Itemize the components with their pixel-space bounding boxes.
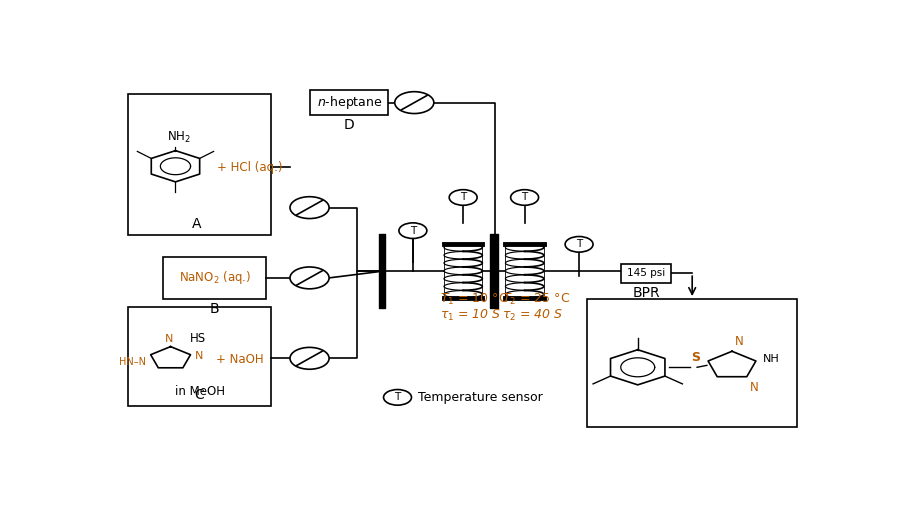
Text: T: T <box>395 392 401 403</box>
Circle shape <box>290 197 329 219</box>
Circle shape <box>395 92 434 114</box>
Text: $\tau_1$ = 10 S: $\tau_1$ = 10 S <box>441 308 502 323</box>
Text: N: N <box>751 381 759 393</box>
Circle shape <box>565 236 593 252</box>
Text: B: B <box>210 302 219 316</box>
Text: in MeOH: in MeOH <box>175 385 224 398</box>
Text: 145 psi: 145 psi <box>627 268 665 278</box>
Circle shape <box>290 347 329 369</box>
Text: C: C <box>195 388 205 403</box>
Text: T: T <box>576 239 582 249</box>
Text: N: N <box>195 350 204 360</box>
Text: NaNO$_2$ (aq.): NaNO$_2$ (aq.) <box>178 269 250 286</box>
Text: Temperature sensor: Temperature sensor <box>418 391 543 404</box>
Text: D: D <box>344 118 355 132</box>
Circle shape <box>511 190 539 205</box>
Text: N: N <box>165 334 173 344</box>
Circle shape <box>290 267 329 289</box>
Text: HN–N: HN–N <box>119 357 146 367</box>
Circle shape <box>384 389 412 405</box>
Text: $\tau_2$ = 40 S: $\tau_2$ = 40 S <box>502 308 563 323</box>
FancyBboxPatch shape <box>163 257 267 299</box>
Text: NH$_2$: NH$_2$ <box>167 130 191 145</box>
FancyBboxPatch shape <box>310 90 388 115</box>
Text: N: N <box>735 335 743 348</box>
FancyBboxPatch shape <box>621 264 671 282</box>
Bar <box>502 243 547 298</box>
FancyBboxPatch shape <box>587 299 796 427</box>
Text: NH: NH <box>763 354 779 364</box>
Text: $T_2$ = 25 °C: $T_2$ = 25 °C <box>502 293 570 307</box>
Text: BPR: BPR <box>633 286 660 300</box>
Text: + HCl (aq.): + HCl (aq.) <box>217 161 283 173</box>
Bar <box>441 243 486 298</box>
Text: $n$-heptane: $n$-heptane <box>316 94 382 111</box>
Circle shape <box>399 223 427 238</box>
FancyBboxPatch shape <box>128 94 271 235</box>
Text: A: A <box>192 216 201 231</box>
Text: HS: HS <box>190 332 206 345</box>
Text: T: T <box>460 193 467 202</box>
Circle shape <box>450 190 478 205</box>
Text: + NaOH: + NaOH <box>216 353 264 366</box>
Text: $T_1$ = 10 °C: $T_1$ = 10 °C <box>441 293 509 307</box>
Text: T: T <box>410 226 416 236</box>
FancyBboxPatch shape <box>128 307 271 406</box>
Text: S: S <box>691 351 700 364</box>
Text: T: T <box>522 193 528 202</box>
